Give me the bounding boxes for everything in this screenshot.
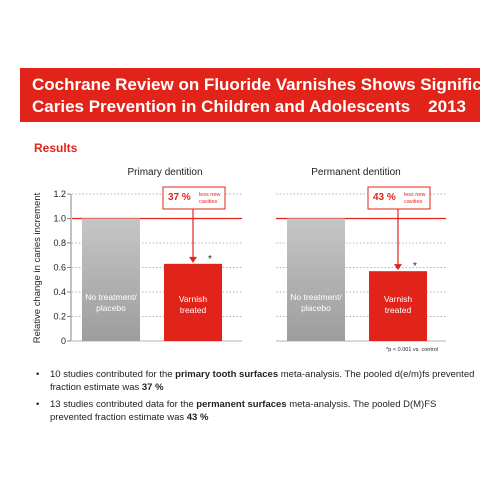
y-tick-label: 0.2 (53, 312, 66, 322)
note-text-bold: primary tooth surfaces (175, 369, 278, 380)
bullet-icon: • (36, 368, 39, 381)
callout-text: less new (199, 192, 220, 198)
footnote: *p < 0.001 vs. control (386, 347, 438, 353)
y-tick-label: 0.4 (53, 287, 66, 297)
callout-text: less new (404, 192, 425, 198)
y-tick-label: 0.8 (53, 238, 66, 248)
note-value: 43 % (187, 412, 209, 423)
bullet-icon: • (36, 398, 39, 411)
note-value: 37 % (142, 382, 164, 393)
callout-arrow-head (189, 257, 197, 263)
bar-label: placebo (301, 303, 331, 313)
notes-list: • 10 studies contributed for the primary… (36, 368, 476, 428)
bar-label: No treatment/ (290, 292, 342, 302)
callout-percent: 37 % (168, 192, 191, 203)
significance-marker: * (208, 254, 212, 265)
y-tick-label: 1.0 (53, 214, 66, 224)
callout-text: cavities (199, 199, 218, 205)
y-axis-label: Relative change in caries increment (32, 192, 43, 343)
note-text-pre: 10 studies contributed for the (50, 369, 175, 380)
control-bar (287, 219, 345, 342)
bar-label: No treatment/ (85, 292, 137, 302)
note-item: • 13 studies contributed data for the pe… (36, 398, 476, 424)
bar-label: Varnish (384, 294, 412, 304)
note-text-bold: permanent surfaces (196, 399, 286, 410)
bar-label: treated (385, 305, 412, 315)
bar-label: Varnish (179, 294, 207, 304)
callout-percent: 43 % (373, 192, 396, 203)
note-item: • 10 studies contributed for the primary… (36, 368, 476, 394)
y-tick-label: 0 (61, 336, 66, 346)
panel-title: Primary dentition (127, 167, 202, 178)
y-tick-label: 1.2 (53, 189, 66, 199)
note-text-pre: 13 studies contributed data for the (50, 399, 196, 410)
bar-label: treated (180, 305, 207, 315)
bar-label: placebo (96, 303, 126, 313)
panel-title: Permanent dentition (311, 167, 401, 178)
callout-text: cavities (404, 199, 423, 205)
y-tick-label: 0.6 (53, 263, 66, 273)
control-bar (82, 219, 140, 342)
significance-marker: * (413, 261, 417, 272)
